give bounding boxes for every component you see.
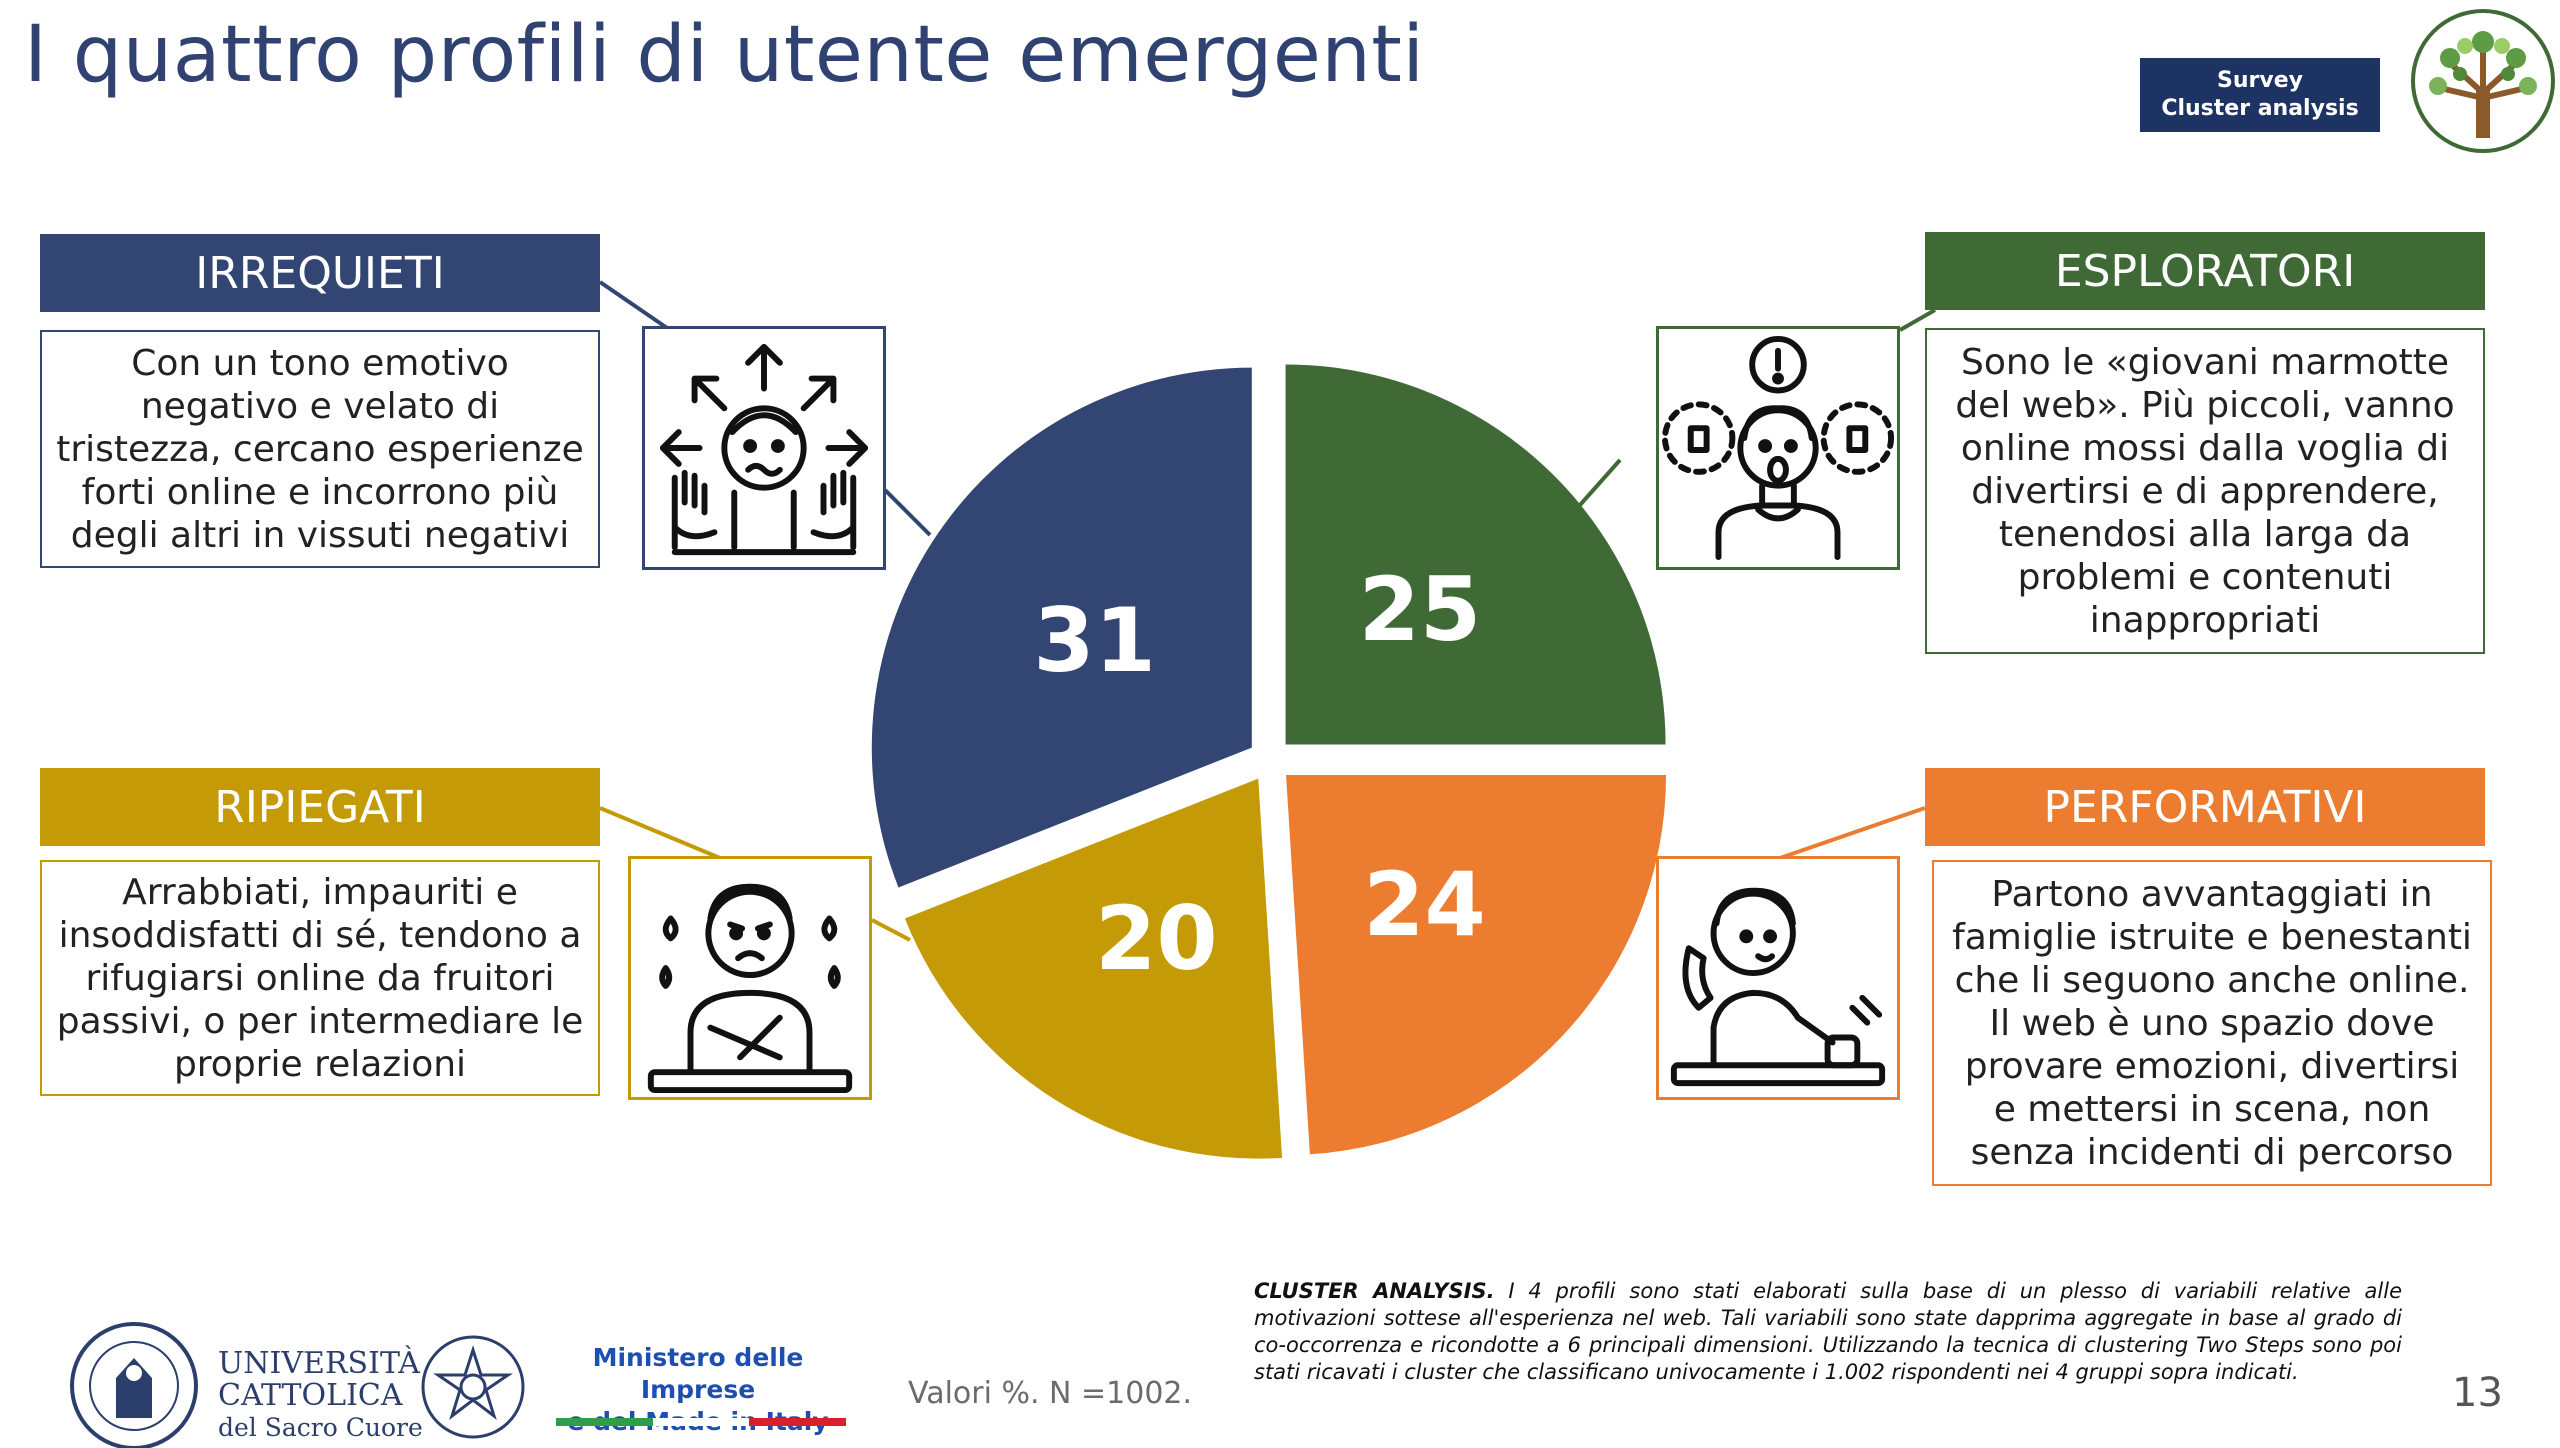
connector-performativi (1779, 806, 1926, 860)
note-label: CLUSTER ANALYSIS. (1254, 1279, 1495, 1303)
page-title: I quattro profili di utente emergenti (24, 10, 1425, 100)
pie-label-irrequieti: 31 (1033, 589, 1155, 692)
pie-label-esploratori: 25 (1359, 558, 1481, 661)
ucsc-logo-text: UNIVERSITÀ CATTOLICA del Sacro Cuore (218, 1348, 423, 1444)
text-irrequieti: Con un tono emotivo negativo e velato di… (40, 330, 600, 568)
connector-lines (598, 280, 1936, 942)
connector-ripiegati (599, 806, 721, 860)
italian-emblem-icon (421, 1335, 525, 1439)
badge-line2: Cluster analysis (2161, 96, 2359, 121)
header-ripiegati: RIPIEGATI (40, 768, 600, 846)
text-ripiegati: Arrabbiati, impauriti e insoddisfatti di… (40, 860, 600, 1096)
pie-slice-performativi (1286, 775, 1667, 1155)
page-number: 13 (2452, 1370, 2503, 1416)
italian-flag-bar (556, 1418, 847, 1426)
ucsc-line2: CATTOLICA (218, 1378, 403, 1413)
badge-line1: Survey (2217, 68, 2303, 93)
icon-box-esploratori (1656, 326, 1900, 570)
header-irrequieti: IRREQUIETI (40, 234, 600, 312)
person-on-phone-icon (1670, 887, 1886, 1087)
text-performativi: Partono avvantaggiati in famiglie istrui… (1932, 860, 2492, 1186)
ucsc-line3: del Sacro Cuore (218, 1413, 423, 1442)
icon-box-performativi (1656, 856, 1900, 1100)
note-text: I 4 profili sono stati elaborati sulla b… (1254, 1279, 2402, 1384)
pie-label-ripiegati: 20 (1095, 887, 1217, 990)
pie-slice-esploratori (1285, 364, 1666, 745)
icon-box-ripiegati (628, 856, 872, 1100)
tree-logo-icon (2411, 9, 2555, 153)
connector-esploratori (1899, 308, 1936, 332)
ucsc-seal-icon (70, 1322, 198, 1448)
header-performativi: PERFORMATIVI (1925, 768, 2485, 846)
sad-person-icon (647, 883, 853, 1094)
cluster-analysis-note: CLUSTER ANALYSIS. I 4 profili sono stati… (1254, 1278, 2402, 1386)
pie-slice-ripiegati (904, 778, 1283, 1159)
connector-esploratori-pie (1578, 458, 1622, 507)
ucsc-line1: UNIVERSITÀ (218, 1346, 420, 1381)
pie-slice-irrequieti (871, 367, 1252, 888)
survey-badge: Survey Cluster analysis (2140, 58, 2380, 132)
icon-box-irrequieti (642, 326, 886, 570)
header-esploratori: ESPLORATORI (1925, 232, 2485, 310)
pie-label-performativi: 24 (1363, 853, 1485, 956)
connector-ripiegati-pie (871, 918, 911, 942)
connector-irrequieti (598, 280, 672, 332)
stressed-person-arrows-icon (659, 343, 869, 556)
curious-person-icon (1661, 335, 1895, 561)
connector-irrequieti-pie (883, 488, 932, 537)
text-esploratori: Sono le «giovani marmotte del web». Più … (1925, 328, 2485, 654)
values-note: Valori %. N =1002. (908, 1376, 1193, 1411)
mimit-line1: Ministero delle Imprese (592, 1343, 804, 1404)
